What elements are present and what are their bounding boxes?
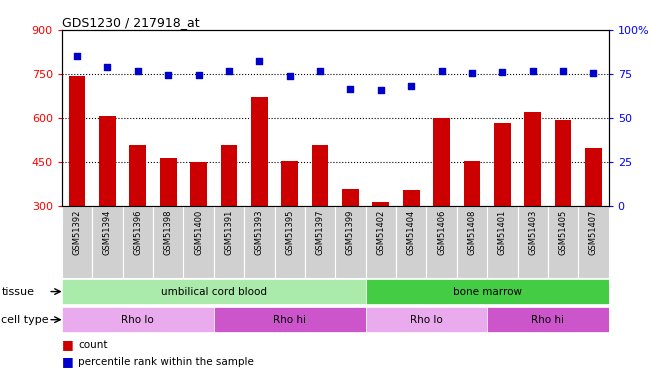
- Bar: [372, 202, 389, 206]
- Bar: [434, 118, 450, 206]
- Text: GDS1230 / 217918_at: GDS1230 / 217918_at: [62, 16, 199, 29]
- Text: GSM51404: GSM51404: [407, 210, 416, 255]
- Bar: [281, 161, 298, 206]
- Text: GSM51400: GSM51400: [194, 210, 203, 255]
- Bar: [335, 206, 366, 278]
- Bar: [342, 189, 359, 206]
- Point: [558, 68, 568, 74]
- Bar: [487, 206, 518, 278]
- Text: GSM51403: GSM51403: [528, 210, 537, 255]
- Bar: [99, 116, 116, 206]
- Bar: [396, 206, 426, 278]
- Bar: [92, 206, 122, 278]
- Text: GSM51408: GSM51408: [467, 210, 477, 255]
- Bar: [159, 158, 176, 206]
- Point: [193, 72, 204, 78]
- Point: [436, 68, 447, 74]
- Text: GSM51393: GSM51393: [255, 210, 264, 255]
- Bar: [214, 206, 244, 278]
- Text: Rho lo: Rho lo: [122, 315, 154, 325]
- Text: ■: ■: [62, 356, 74, 368]
- Text: count: count: [78, 340, 107, 350]
- Text: umbilical cord blood: umbilical cord blood: [161, 286, 267, 297]
- Bar: [525, 112, 541, 206]
- Bar: [251, 97, 268, 206]
- Bar: [122, 206, 153, 278]
- Bar: [464, 161, 480, 206]
- Bar: [221, 145, 237, 206]
- Point: [345, 86, 355, 92]
- Text: GSM51399: GSM51399: [346, 210, 355, 255]
- Text: ■: ■: [62, 339, 74, 351]
- Text: tissue: tissue: [1, 286, 35, 297]
- Point: [527, 68, 538, 74]
- Text: GSM51407: GSM51407: [589, 210, 598, 255]
- Bar: [69, 75, 85, 206]
- Bar: [366, 279, 609, 304]
- Point: [376, 87, 386, 93]
- Text: GSM51394: GSM51394: [103, 210, 112, 255]
- Bar: [403, 190, 419, 206]
- Bar: [184, 206, 214, 278]
- Bar: [457, 206, 487, 278]
- Text: bone marrow: bone marrow: [452, 286, 521, 297]
- Point: [163, 72, 173, 78]
- Bar: [305, 206, 335, 278]
- Bar: [366, 307, 487, 332]
- Bar: [190, 162, 207, 206]
- Bar: [130, 145, 146, 206]
- Point: [315, 68, 326, 74]
- Bar: [244, 206, 275, 278]
- Point: [133, 68, 143, 74]
- Text: GSM51392: GSM51392: [72, 210, 81, 255]
- Bar: [62, 206, 92, 278]
- Text: GSM51405: GSM51405: [559, 210, 568, 255]
- Text: cell type: cell type: [1, 315, 49, 325]
- Point: [497, 69, 508, 75]
- Bar: [366, 206, 396, 278]
- Text: GSM51397: GSM51397: [316, 210, 325, 255]
- Bar: [585, 147, 602, 206]
- Bar: [214, 307, 366, 332]
- Text: Rho lo: Rho lo: [410, 315, 443, 325]
- Text: GSM51391: GSM51391: [225, 210, 234, 255]
- Bar: [275, 206, 305, 278]
- Text: GSM51396: GSM51396: [133, 210, 143, 255]
- Bar: [62, 279, 366, 304]
- Text: GSM51395: GSM51395: [285, 210, 294, 255]
- Point: [406, 83, 417, 89]
- Bar: [312, 145, 329, 206]
- Bar: [578, 206, 609, 278]
- Point: [254, 58, 264, 64]
- Point: [467, 70, 477, 76]
- Text: Rho hi: Rho hi: [531, 315, 564, 325]
- Text: GSM51402: GSM51402: [376, 210, 385, 255]
- Bar: [548, 206, 578, 278]
- Point: [284, 72, 295, 78]
- Bar: [555, 120, 572, 206]
- Bar: [62, 307, 214, 332]
- Text: Rho hi: Rho hi: [273, 315, 306, 325]
- Point: [102, 64, 113, 70]
- Bar: [518, 206, 548, 278]
- Text: percentile rank within the sample: percentile rank within the sample: [78, 357, 254, 367]
- Text: GSM51406: GSM51406: [437, 210, 446, 255]
- Point: [589, 70, 599, 76]
- Bar: [153, 206, 184, 278]
- Bar: [494, 123, 510, 206]
- Point: [224, 68, 234, 74]
- Text: GSM51398: GSM51398: [163, 210, 173, 255]
- Bar: [426, 206, 457, 278]
- Bar: [487, 307, 609, 332]
- Text: GSM51401: GSM51401: [498, 210, 507, 255]
- Point: [72, 54, 82, 60]
